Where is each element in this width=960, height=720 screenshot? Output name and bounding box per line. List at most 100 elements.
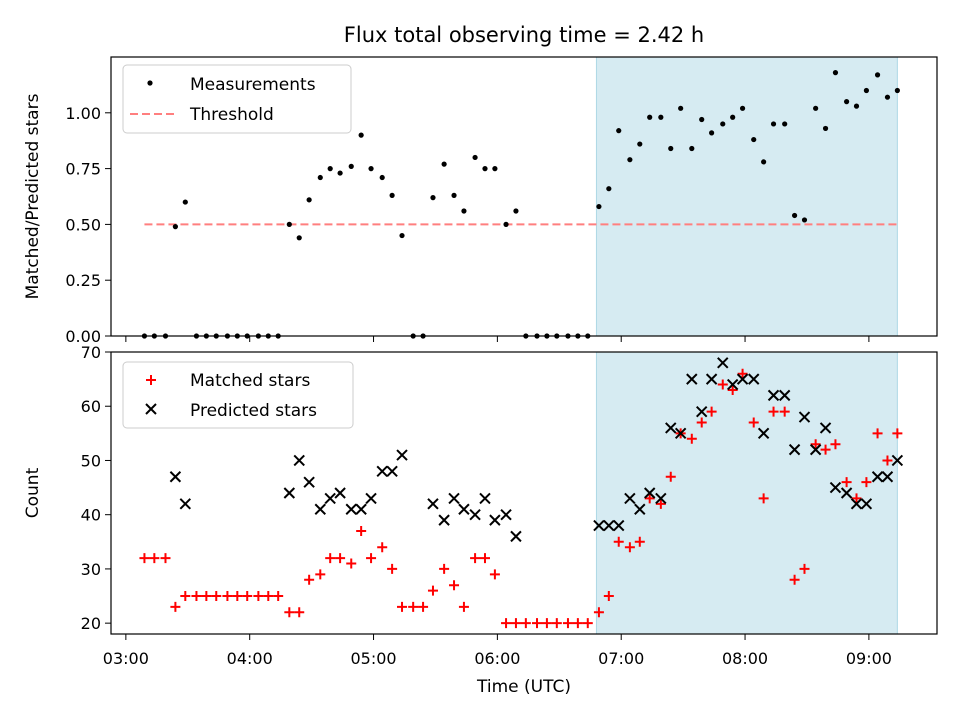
matched-star-point bbox=[572, 618, 583, 629]
measurement-point bbox=[843, 99, 850, 105]
matched-star-point bbox=[696, 417, 707, 428]
measurement-point bbox=[832, 70, 839, 76]
matched-star-point bbox=[458, 601, 469, 612]
predicted-star-point bbox=[469, 508, 481, 521]
x-tick-label: 05:00 bbox=[350, 649, 396, 668]
measurement-point bbox=[863, 87, 870, 94]
matched-star-point bbox=[779, 406, 790, 417]
top-y-tick-label: 0.50 bbox=[65, 215, 101, 234]
measurement-point bbox=[616, 128, 622, 134]
matched-star-point bbox=[758, 493, 769, 504]
measurement-point bbox=[720, 121, 726, 127]
predicted-star-point bbox=[169, 471, 182, 483]
matched-star-point bbox=[263, 591, 274, 602]
matched-star-point bbox=[644, 493, 655, 504]
measurement-point bbox=[801, 217, 808, 223]
matched-star-point bbox=[160, 553, 171, 564]
predicted-star-point bbox=[355, 503, 367, 515]
measurement-point bbox=[172, 224, 178, 230]
predicted-star-point bbox=[850, 498, 863, 510]
bottom-y-tick-label: 50 bbox=[81, 451, 101, 470]
matched-star-point bbox=[830, 439, 841, 450]
matched-star-point bbox=[211, 591, 222, 602]
measurement-point bbox=[751, 136, 757, 143]
predicted-star-point bbox=[696, 405, 708, 418]
matched-star-point bbox=[665, 471, 676, 482]
predicted-star-point bbox=[705, 373, 718, 385]
measurement-point bbox=[441, 161, 447, 167]
measurement-point bbox=[853, 103, 860, 109]
top-y-axis-label: Matched/Predicted stars bbox=[23, 93, 43, 299]
bottom-y-tick-label: 30 bbox=[81, 560, 101, 579]
matched-star-point bbox=[449, 580, 460, 591]
x-tick-label: 06:00 bbox=[474, 649, 520, 668]
measurement-point bbox=[791, 212, 798, 219]
predicted-star-point bbox=[438, 514, 450, 526]
measurement-point bbox=[327, 166, 333, 172]
matched-star-point bbox=[892, 428, 903, 439]
chart-title: Flux total observing time = 2.42 h bbox=[344, 23, 704, 47]
measurement-point bbox=[627, 157, 633, 163]
matched-star-point bbox=[439, 563, 450, 574]
measurement-point bbox=[337, 170, 343, 176]
measurement-point bbox=[286, 221, 292, 227]
matched-star-point bbox=[377, 542, 388, 553]
matched-star-point bbox=[872, 428, 883, 439]
matched-legend-label: Matched stars bbox=[190, 371, 310, 391]
bottom-y-axis-label: Count bbox=[23, 467, 43, 518]
matched-star-point bbox=[727, 384, 738, 395]
matched-star-point bbox=[284, 607, 295, 618]
matched-star-point bbox=[510, 618, 521, 629]
predicted-star-point bbox=[593, 519, 605, 532]
matched-star-point bbox=[170, 601, 181, 612]
predicted-star-point bbox=[840, 487, 853, 499]
matched-star-point bbox=[418, 601, 429, 612]
matched-star-point bbox=[489, 569, 500, 580]
measurement-point bbox=[874, 72, 881, 78]
measurement-point bbox=[813, 105, 819, 111]
top-legend: Measurements Threshold bbox=[122, 64, 352, 134]
predicted-star-point bbox=[819, 422, 832, 434]
matched-star-point bbox=[634, 536, 645, 547]
predicted-star-point bbox=[303, 476, 315, 488]
matched-star-point bbox=[551, 618, 562, 629]
top-legend-box bbox=[122, 64, 352, 134]
predicted-star-point bbox=[767, 389, 780, 402]
predicted-star-point bbox=[386, 465, 398, 478]
matched-star-point bbox=[541, 618, 552, 629]
predicted-star-point bbox=[829, 481, 842, 494]
matched-star-point bbox=[232, 591, 243, 602]
matched-star-point bbox=[253, 591, 264, 602]
predicted-legend-label: Predicted stars bbox=[190, 401, 317, 421]
bottom-axes-frame bbox=[110, 351, 938, 635]
matched-star-point bbox=[686, 433, 697, 444]
observing-span-shade-top bbox=[595, 56, 898, 337]
predicted-star-point bbox=[345, 503, 357, 515]
measurements-legend-label: Measurements bbox=[190, 75, 316, 95]
x-axis-label: Time (UTC) bbox=[476, 677, 571, 697]
predicted-star-point bbox=[489, 514, 501, 526]
measurement-point bbox=[668, 145, 674, 152]
matched-star-point bbox=[841, 477, 852, 488]
predicted-star-point bbox=[809, 443, 822, 456]
predicted-star-point bbox=[365, 492, 377, 505]
predicted-star-point bbox=[448, 492, 460, 505]
predicted-star-point bbox=[293, 454, 305, 467]
measurement-point bbox=[884, 94, 891, 100]
matched-star-point bbox=[861, 477, 872, 488]
matched-star-point bbox=[799, 563, 810, 574]
predicted-star-point bbox=[891, 454, 904, 467]
bottom-legend: Matched stars Predicted stars bbox=[122, 361, 354, 429]
matched-star-point bbox=[810, 439, 821, 450]
predicted-star-point bbox=[717, 357, 729, 369]
predicted-star-point bbox=[376, 465, 388, 478]
predicted-star-point bbox=[788, 443, 801, 456]
matched-star-point bbox=[180, 591, 191, 602]
matched-star-point bbox=[387, 563, 398, 574]
measurement-point bbox=[348, 163, 354, 169]
bottom-legend-box bbox=[122, 361, 354, 429]
matched-star-point bbox=[304, 574, 315, 585]
matched-star-point bbox=[655, 498, 666, 509]
matched-star-point bbox=[242, 591, 253, 602]
